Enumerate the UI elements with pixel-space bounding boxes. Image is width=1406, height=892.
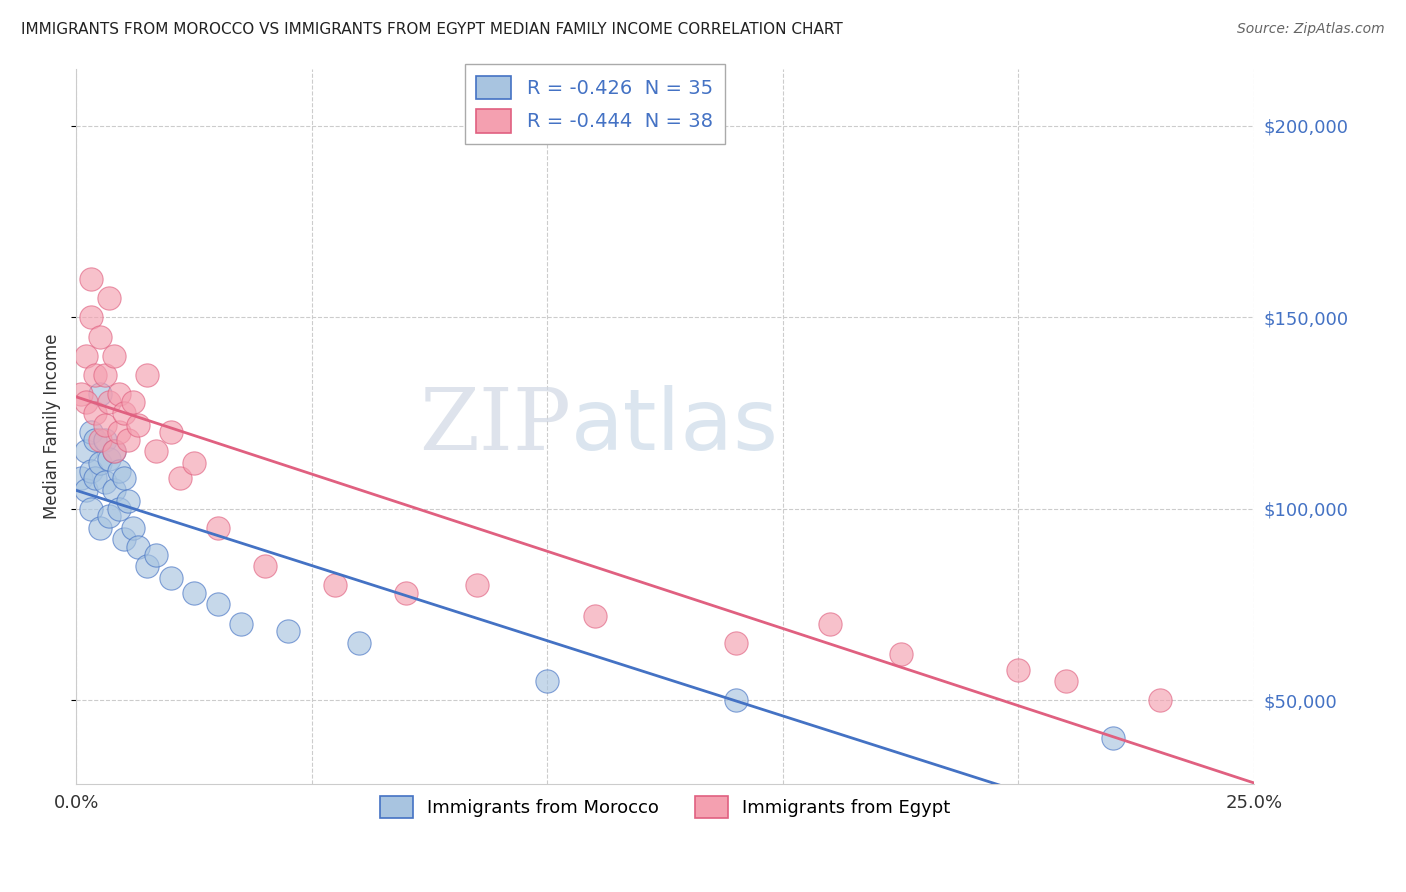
Point [93,368,115,382]
Point [79,425,101,440]
Point [145,548,167,562]
Point [169,471,191,485]
Point [465,578,488,592]
Legend: Immigrants from Morocco, Immigrants from Egypt: Immigrants from Morocco, Immigrants from… [373,789,957,825]
Point [98,452,121,467]
Point [98,509,121,524]
Point [103,444,125,458]
Point [107,501,129,516]
Point [325,578,347,592]
Point [583,609,606,624]
Point [724,636,747,650]
Point [70,471,93,485]
Point [145,444,167,458]
Point [112,471,135,485]
Point [75,394,97,409]
Point [127,417,149,432]
Point [347,636,370,650]
Point [536,674,558,689]
Point [75,444,97,458]
Point [75,349,97,363]
Point [93,433,115,447]
Point [122,521,145,535]
Point [117,494,139,508]
Point [103,349,125,363]
Point [395,586,418,600]
Point [1054,674,1077,689]
Point [253,559,276,574]
Point [117,433,139,447]
Point [183,586,205,600]
Point [183,456,205,470]
Point [84,471,107,485]
Point [724,693,747,707]
Point [107,463,129,477]
Point [1007,663,1029,677]
Y-axis label: Median Family Income: Median Family Income [44,334,60,519]
Point [84,368,107,382]
Point [818,616,841,631]
Point [112,533,135,547]
Point [84,406,107,420]
Point [89,433,111,447]
Point [98,394,121,409]
Text: ZIP: ZIP [419,384,571,468]
Point [79,272,101,286]
Point [75,483,97,497]
Point [890,647,912,661]
Point [136,368,159,382]
Point [89,329,111,343]
Text: IMMIGRANTS FROM MOROCCO VS IMMIGRANTS FROM EGYPT MEDIAN FAMILY INCOME CORRELATIO: IMMIGRANTS FROM MOROCCO VS IMMIGRANTS FR… [21,22,842,37]
Point [89,521,111,535]
Point [84,433,107,447]
Point [79,310,101,325]
Point [112,406,135,420]
Point [1101,731,1123,746]
Point [103,444,125,458]
Text: atlas: atlas [571,385,779,468]
Point [107,387,129,401]
Point [89,456,111,470]
Point [127,540,149,554]
Text: Source: ZipAtlas.com: Source: ZipAtlas.com [1237,22,1385,37]
Point [207,598,229,612]
Point [79,463,101,477]
Point [277,624,299,639]
Point [159,571,181,585]
Point [93,475,115,489]
Point [103,483,125,497]
Point [98,291,121,305]
Point [107,425,129,440]
Point [122,394,145,409]
Point [93,417,115,432]
Point [231,616,253,631]
Point [70,387,93,401]
Point [79,501,101,516]
Point [1149,693,1171,707]
Point [207,521,229,535]
Point [159,425,181,440]
Point [89,387,111,401]
Point [136,559,159,574]
